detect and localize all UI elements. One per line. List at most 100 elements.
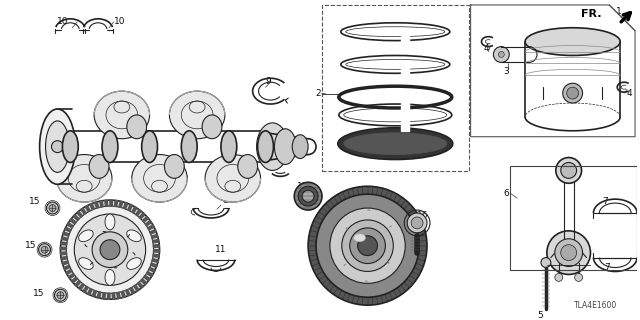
Polygon shape: [81, 208, 86, 214]
Circle shape: [51, 141, 63, 153]
Polygon shape: [142, 217, 148, 222]
Circle shape: [411, 217, 423, 229]
Ellipse shape: [275, 129, 296, 164]
Polygon shape: [147, 271, 153, 277]
Polygon shape: [72, 277, 77, 283]
Polygon shape: [115, 200, 118, 207]
Polygon shape: [110, 200, 113, 206]
Ellipse shape: [238, 155, 257, 178]
Polygon shape: [65, 227, 71, 232]
Circle shape: [316, 194, 419, 297]
Text: 14: 14: [360, 199, 371, 208]
Polygon shape: [112, 293, 115, 299]
Ellipse shape: [105, 269, 115, 285]
Polygon shape: [401, 68, 409, 78]
Polygon shape: [141, 279, 147, 285]
Polygon shape: [75, 281, 81, 286]
Polygon shape: [128, 204, 132, 211]
Circle shape: [561, 163, 577, 178]
Circle shape: [67, 206, 154, 293]
Polygon shape: [154, 244, 159, 247]
Text: 10: 10: [57, 17, 68, 26]
Circle shape: [92, 232, 128, 268]
Ellipse shape: [141, 131, 157, 163]
Ellipse shape: [338, 128, 452, 159]
Text: TLA4E1600: TLA4E1600: [574, 301, 617, 310]
Circle shape: [74, 214, 146, 285]
Polygon shape: [108, 293, 110, 299]
Ellipse shape: [127, 258, 141, 269]
Ellipse shape: [40, 109, 76, 184]
Polygon shape: [61, 242, 67, 245]
Text: 9: 9: [266, 77, 271, 86]
Polygon shape: [90, 204, 94, 210]
Polygon shape: [401, 36, 409, 45]
Ellipse shape: [205, 155, 260, 202]
Polygon shape: [92, 290, 97, 297]
Text: 13: 13: [100, 253, 112, 262]
Polygon shape: [88, 289, 92, 295]
Circle shape: [563, 83, 582, 103]
Circle shape: [493, 47, 509, 62]
Circle shape: [308, 186, 427, 305]
Ellipse shape: [105, 214, 115, 230]
Ellipse shape: [79, 258, 93, 269]
Polygon shape: [61, 252, 67, 255]
Text: 3: 3: [504, 67, 509, 76]
Ellipse shape: [127, 230, 141, 242]
Ellipse shape: [181, 131, 197, 163]
Text: 4: 4: [484, 44, 489, 53]
Ellipse shape: [354, 234, 365, 242]
Polygon shape: [60, 247, 67, 250]
Circle shape: [60, 200, 159, 299]
Polygon shape: [61, 237, 68, 241]
Circle shape: [541, 258, 551, 268]
Circle shape: [556, 157, 582, 183]
Text: 7: 7: [602, 196, 608, 206]
Polygon shape: [153, 254, 159, 257]
Circle shape: [575, 274, 582, 281]
Circle shape: [47, 202, 58, 214]
Polygon shape: [62, 261, 68, 265]
Polygon shape: [401, 121, 409, 131]
Text: 2: 2: [316, 89, 321, 98]
Polygon shape: [61, 257, 67, 260]
Ellipse shape: [257, 131, 273, 163]
Circle shape: [349, 228, 385, 264]
Polygon shape: [66, 269, 72, 275]
Polygon shape: [67, 223, 74, 228]
Ellipse shape: [292, 135, 308, 158]
Ellipse shape: [127, 115, 147, 139]
Text: FR.: FR.: [581, 9, 602, 19]
Polygon shape: [83, 286, 88, 292]
Polygon shape: [100, 201, 103, 207]
Text: 6: 6: [504, 189, 509, 198]
Polygon shape: [152, 239, 159, 243]
Polygon shape: [68, 273, 75, 279]
Circle shape: [294, 182, 322, 210]
Polygon shape: [125, 290, 130, 296]
Ellipse shape: [132, 155, 188, 202]
Polygon shape: [64, 265, 70, 270]
Polygon shape: [95, 202, 99, 208]
Text: 15: 15: [25, 241, 36, 250]
Text: 8: 8: [222, 196, 228, 204]
Polygon shape: [134, 285, 139, 291]
Polygon shape: [144, 275, 150, 281]
Text: 12: 12: [296, 182, 308, 191]
Polygon shape: [124, 203, 128, 209]
Text: 15: 15: [33, 289, 44, 298]
Circle shape: [555, 239, 582, 267]
Ellipse shape: [525, 28, 620, 55]
Polygon shape: [73, 215, 79, 220]
Ellipse shape: [164, 155, 184, 178]
Circle shape: [547, 231, 591, 275]
Text: 11: 11: [215, 245, 227, 254]
Circle shape: [561, 245, 577, 260]
Text: 1: 1: [616, 7, 622, 16]
Circle shape: [302, 190, 314, 202]
Circle shape: [38, 244, 51, 256]
Ellipse shape: [221, 131, 237, 163]
Polygon shape: [130, 287, 135, 294]
Bar: [322, 5, 468, 172]
